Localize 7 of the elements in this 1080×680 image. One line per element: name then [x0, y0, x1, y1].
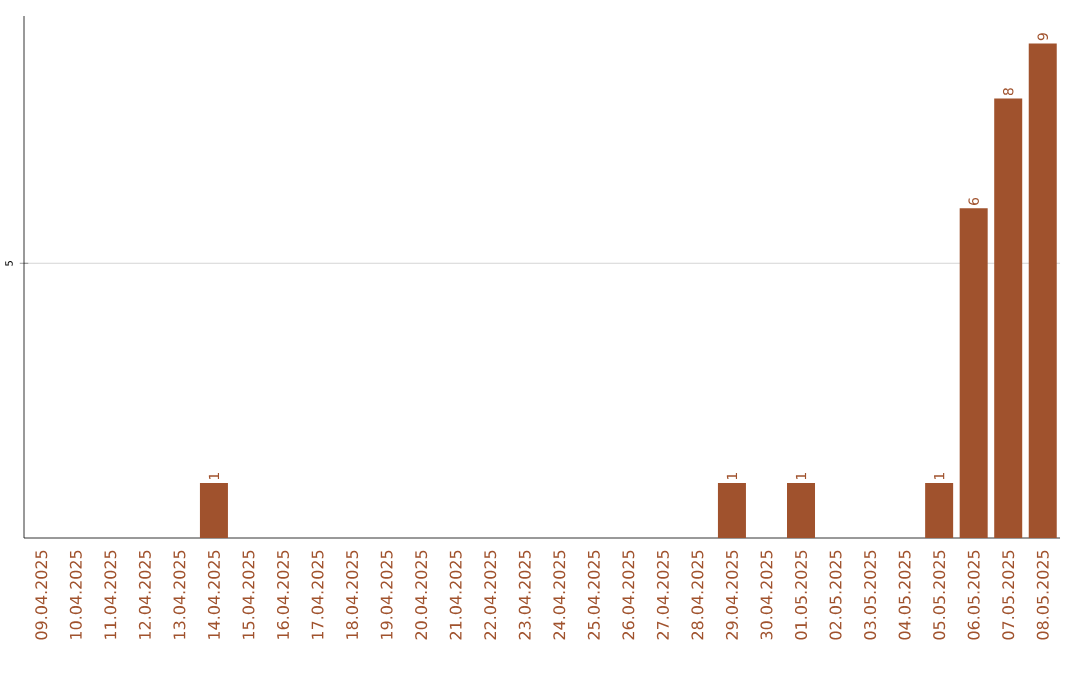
- bar: [1028, 43, 1057, 538]
- bar: [787, 483, 816, 538]
- bar: [959, 208, 988, 538]
- bar: [717, 483, 746, 538]
- bar: [199, 483, 228, 538]
- bar: [994, 98, 1023, 538]
- bar: [925, 483, 954, 538]
